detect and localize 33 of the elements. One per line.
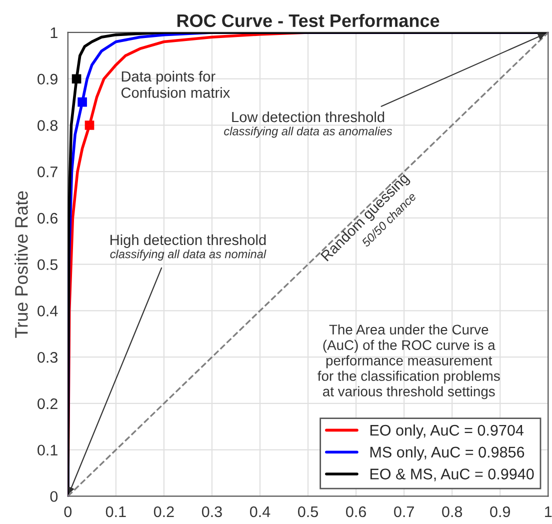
y-axis-title: True Positive Rate	[14, 191, 28, 338]
annotation: High detection threshold	[110, 234, 266, 248]
x-tick-label: 0.2	[154, 506, 174, 518]
y-tick-label: 0.6	[38, 212, 58, 224]
x-tick-label: 1	[545, 506, 552, 518]
legend-label: EO & MS, AuC = 0.9940	[370, 468, 534, 482]
annotation: The Area under the Curve (AuC) of the ROC curve is a performance measurement for the classification problems at various threshold settings	[318, 324, 500, 400]
x-tick-label: 0.5	[298, 506, 318, 518]
chart-title: ROC Curve - Test Performance	[177, 14, 440, 28]
legend-label: MS only, AuC = 0.9856	[370, 446, 524, 461]
annotation: classifying all data as nominal	[110, 250, 266, 261]
x-tick-label: 0.3	[202, 506, 222, 518]
y-tick-label: 0.2	[38, 398, 58, 410]
x-tick-label: 0	[64, 506, 72, 518]
annotation: Data points for Confusion matrix	[121, 70, 230, 98]
y-tick-label: 0.9	[38, 74, 58, 85]
x-tick-label: 0.1	[106, 506, 126, 518]
y-tick-label: 1	[50, 28, 58, 38]
y-tick-label: 0.5	[38, 259, 58, 270]
annotation: classifying all data as anomalies	[224, 126, 392, 138]
x-tick-label: 0.6	[346, 506, 366, 518]
y-tick-label: 0.8	[38, 120, 58, 131]
x-tick-label: 0.9	[490, 506, 510, 518]
x-tick-label: 0.4	[250, 506, 270, 518]
annotation: Low detection threshold	[232, 111, 384, 122]
x-tick-label: 0.8	[442, 506, 462, 518]
y-tick-label: 0.1	[38, 444, 58, 456]
y-tick-label: 0.4	[38, 306, 58, 316]
y-tick-label: 0	[50, 491, 58, 502]
legend-label: EO only, AuC = 0.9704	[370, 424, 524, 439]
y-tick-label: 0.7	[38, 166, 58, 178]
y-tick-label: 0.3	[38, 352, 58, 363]
x-tick-label: 0.7	[394, 506, 414, 518]
